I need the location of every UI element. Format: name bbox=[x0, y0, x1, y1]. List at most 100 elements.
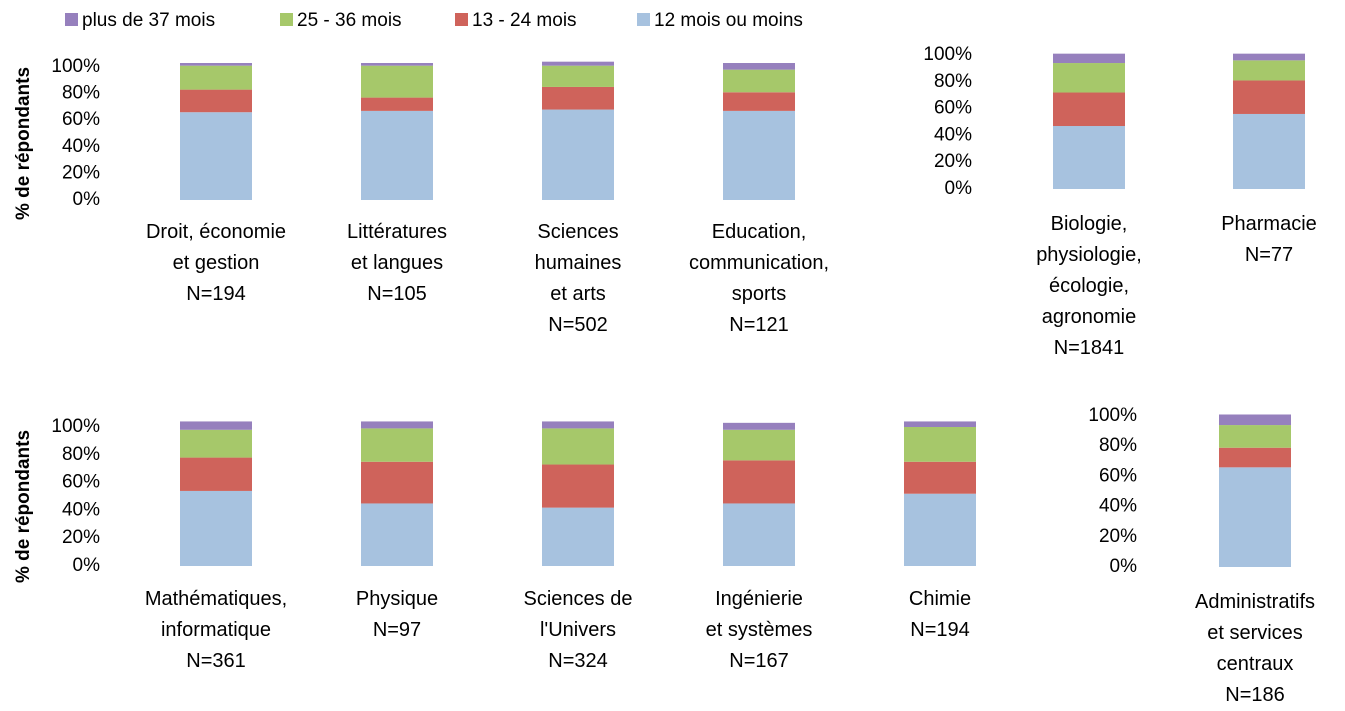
label-line: Sciences bbox=[537, 221, 618, 243]
y-tick-label: 80% bbox=[1099, 435, 1137, 456]
label-line: et systèmes bbox=[706, 619, 813, 641]
bar-segment bbox=[1053, 53, 1125, 64]
label-line: humaines bbox=[535, 252, 622, 274]
bar-segment bbox=[1233, 80, 1305, 114]
legend-label: 12 mois ou moins bbox=[654, 10, 803, 31]
bar-segment bbox=[1219, 425, 1291, 448]
bar-segment bbox=[1233, 113, 1305, 189]
legend-label: 25 - 36 mois bbox=[297, 10, 402, 31]
bar-segment bbox=[1053, 92, 1125, 127]
label-line: l'Univers bbox=[540, 619, 616, 641]
bar-segment bbox=[1219, 414, 1291, 426]
label-line: écologie, bbox=[1049, 275, 1129, 297]
label-line: Biologie, bbox=[1051, 213, 1128, 235]
bar-segment bbox=[1053, 126, 1125, 189]
y-tick-label: 40% bbox=[62, 499, 100, 520]
x-tick-label: Ingénierie et systèmes N=167 bbox=[706, 588, 813, 672]
label-line: Droit, économie bbox=[146, 221, 286, 243]
y-tick-label: 100% bbox=[51, 56, 100, 77]
y-tick-label: 80% bbox=[62, 444, 100, 465]
label-line: sports bbox=[732, 283, 786, 305]
label-line: communication, bbox=[689, 252, 829, 274]
y-tick-label: 40% bbox=[1099, 496, 1137, 517]
bar-segment bbox=[1053, 63, 1125, 93]
bar-segment bbox=[361, 461, 433, 504]
label-line: Education, bbox=[712, 221, 807, 243]
x-tick-label: Sciences de l'Univers N=324 bbox=[524, 588, 633, 672]
y-tick-label: 40% bbox=[934, 124, 972, 145]
y-tick-label: 20% bbox=[62, 162, 100, 183]
label-line: N=97 bbox=[373, 619, 421, 641]
bar-segment bbox=[542, 65, 614, 87]
bar-segment bbox=[904, 493, 976, 566]
label-line: agronomie bbox=[1042, 306, 1137, 328]
x-tick-label: Chimie N=194 bbox=[909, 588, 971, 641]
bar-segment bbox=[723, 63, 795, 70]
label-line: N=186 bbox=[1225, 684, 1285, 706]
bar-segment bbox=[1233, 60, 1305, 81]
bar-segment bbox=[904, 461, 976, 494]
x-tick-label: Biologie, physiologie, écologie, agronomie N… bbox=[1036, 213, 1142, 359]
bar-segment bbox=[904, 421, 976, 427]
label-line: et gestion bbox=[173, 252, 260, 274]
label-line: et arts bbox=[550, 283, 606, 305]
bar-segment bbox=[361, 503, 433, 566]
label-line: N=167 bbox=[729, 650, 789, 672]
label-line: Ingénierie bbox=[715, 588, 803, 610]
bar-segment bbox=[180, 65, 252, 90]
legend-label: 13 - 24 mois bbox=[472, 10, 577, 31]
y-tick-label: 20% bbox=[934, 151, 972, 172]
bar-segment bbox=[361, 421, 433, 429]
bar-segment bbox=[1233, 53, 1305, 61]
y-tick-label: 0% bbox=[1110, 556, 1138, 577]
bar-segment bbox=[542, 86, 614, 110]
bar-segment bbox=[723, 429, 795, 461]
x-tick-label: Physique N=97 bbox=[356, 588, 438, 641]
y-tick-label: 60% bbox=[62, 109, 100, 130]
y-tick-label: 80% bbox=[62, 83, 100, 104]
bar-segment bbox=[723, 422, 795, 430]
y-axis-title: % de répondants bbox=[13, 67, 34, 220]
label-line: Chimie bbox=[909, 588, 971, 610]
bar-segment bbox=[723, 92, 795, 111]
legend-swatch bbox=[455, 13, 468, 26]
label-line: centraux bbox=[1217, 653, 1294, 675]
bar-segment bbox=[904, 427, 976, 462]
bar-segment bbox=[542, 507, 614, 566]
label-line: Sciences de bbox=[524, 588, 633, 610]
label-line: N=105 bbox=[367, 283, 427, 305]
legend-swatch bbox=[637, 13, 650, 26]
label-line: N=77 bbox=[1245, 244, 1293, 266]
label-line: Mathématiques, bbox=[145, 588, 287, 610]
x-tick-label: Droit, économie et gestion N=194 bbox=[146, 221, 286, 305]
label-line: et langues bbox=[351, 252, 443, 274]
y-tick-label: 80% bbox=[934, 71, 972, 92]
bar-segment bbox=[361, 110, 433, 200]
x-tick-label: Mathématiques, informatique N=361 bbox=[145, 588, 287, 672]
label-line: N=361 bbox=[186, 650, 246, 672]
bar-segment bbox=[361, 428, 433, 462]
label-line: N=502 bbox=[548, 314, 608, 336]
bar-segment bbox=[723, 69, 795, 93]
y-tick-label: 0% bbox=[73, 189, 101, 210]
bar-segment bbox=[361, 97, 433, 111]
legend-label: plus de 37 mois bbox=[82, 10, 215, 31]
y-tick-label: 60% bbox=[62, 472, 100, 493]
bar-segment bbox=[180, 490, 252, 566]
bar-segment bbox=[361, 63, 433, 66]
label-line: informatique bbox=[161, 619, 271, 641]
label-line: Physique bbox=[356, 588, 438, 610]
x-tick-label: Pharmacie N=77 bbox=[1221, 213, 1317, 266]
label-line: et services bbox=[1207, 622, 1303, 644]
bar-segment bbox=[542, 428, 614, 465]
bar-segment bbox=[180, 457, 252, 491]
y-tick-label: 60% bbox=[934, 98, 972, 119]
x-tick-label: Sciences humaines et arts N=502 bbox=[535, 221, 622, 336]
legend-swatch bbox=[280, 13, 293, 26]
label-line: N=194 bbox=[186, 283, 246, 305]
bar-segment bbox=[180, 421, 252, 430]
label-line: Littératures bbox=[347, 221, 447, 243]
bar-segment bbox=[723, 110, 795, 200]
bar-segment bbox=[542, 109, 614, 200]
